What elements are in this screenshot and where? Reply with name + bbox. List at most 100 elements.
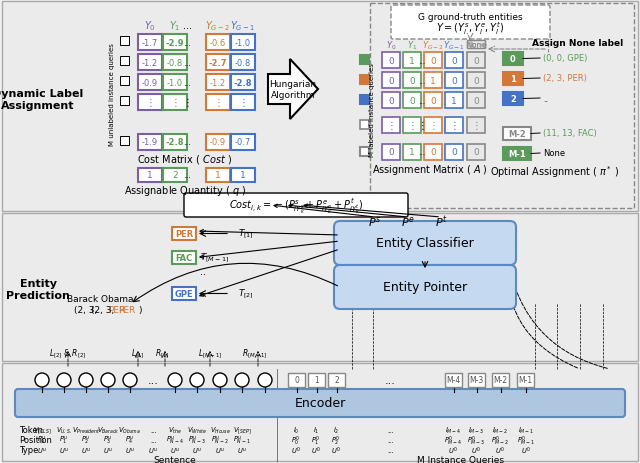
Bar [163,75,187,91]
Text: $L_{[M-1]}$: $L_{[M-1]}$ [198,347,222,360]
Text: $P^u_{N-2}$: $P^u_{N-2}$ [211,434,229,446]
Text: $U^u$: $U^u$ [148,445,158,455]
Text: $U^u$: $U^u$ [170,445,180,455]
Bar [517,373,534,387]
FancyBboxPatch shape [334,265,516,309]
Bar [138,95,162,111]
Bar [403,53,421,69]
Text: Barack Obama: Barack Obama [67,295,133,304]
Text: $V_{the}$: $V_{the}$ [168,425,182,435]
Text: ...: ... [182,21,191,31]
Bar [360,96,369,105]
Bar [120,137,129,146]
Bar [163,135,187,150]
Text: 1: 1 [314,375,319,385]
Text: None: None [543,149,565,158]
Bar [138,135,162,150]
Bar [206,75,230,91]
Text: ⋮: ⋮ [471,121,481,131]
Text: -0.6: -0.6 [210,38,226,47]
Text: 0: 0 [388,76,394,85]
Text: $V_{[CLS]}$: $V_{[CLS]}$ [33,425,51,435]
Text: M-2: M-2 [493,375,508,385]
Text: 2: 2 [334,375,339,385]
Text: $P^u_1$: $P^u_1$ [60,434,68,446]
Text: ⋮: ⋮ [407,121,417,131]
Bar [467,118,485,134]
Text: $P^u_{N-1}$: $P^u_{N-1}$ [233,434,251,446]
Text: Hungarian
Algorithm: Hungarian Algorithm [269,80,317,100]
Text: 0: 0 [430,56,436,65]
Text: 1: 1 [409,56,415,65]
Text: PER: PER [175,230,193,238]
Text: 0: 0 [451,148,457,157]
Text: M unlabeled instance queries: M unlabeled instance queries [109,44,115,146]
FancyBboxPatch shape [184,194,408,218]
Bar [2,363,638,461]
Bar [503,53,523,66]
Text: PER: PER [118,306,136,315]
Bar [382,53,400,69]
Text: $V_{Obama}$: $V_{Obama}$ [118,425,141,435]
Text: ..: .. [200,266,206,276]
Text: ⋮: ⋮ [182,98,192,108]
Bar [138,35,162,51]
Bar [370,4,634,208]
Circle shape [57,373,71,387]
Bar [2,213,638,361]
Bar [445,73,463,89]
Text: PER: PER [108,306,125,315]
Text: 0: 0 [409,96,415,105]
Bar [120,57,129,66]
Text: Cost Matrix ( $\mathit{Cost}$ ): Cost Matrix ( $\mathit{Cost}$ ) [138,153,232,166]
Bar [206,55,230,71]
Bar [206,135,230,150]
Bar [360,76,369,85]
Text: $U^0$: $U^0$ [331,444,341,456]
Bar [467,73,485,89]
Text: $Y_{G-1}$: $Y_{G-1}$ [230,19,255,33]
Circle shape [101,373,115,387]
Bar [445,118,463,134]
Bar [120,37,129,46]
Bar [445,93,463,109]
Bar [403,118,421,134]
Text: $V_{[SEP]}$: $V_{[SEP]}$ [233,425,252,435]
Text: -1.7: -1.7 [142,38,158,47]
Text: ⋮: ⋮ [213,98,223,108]
Bar [163,35,187,51]
Text: 0: 0 [473,76,479,85]
FancyBboxPatch shape [15,389,625,417]
Text: 1: 1 [451,96,457,105]
Text: Encoder: Encoder [294,397,346,410]
Bar [138,75,162,91]
Text: $P^0_0$: $P^0_0$ [291,433,301,447]
Text: (0, 0, GPE): (0, 0, GPE) [543,54,588,63]
Text: $U^u$: $U^u$ [59,445,69,455]
Text: M Instance Queries: M Instance Queries [417,456,504,463]
Text: -2.7: -2.7 [209,58,227,67]
Text: $Y_1$: $Y_1$ [407,40,417,52]
Text: $U^u$: $U^u$ [81,445,91,455]
Bar [424,53,442,69]
Text: -0.8: -0.8 [235,58,251,67]
Text: ...: ... [183,78,191,88]
Text: $U^0$: $U^0$ [471,444,481,456]
Text: $L_{[1]}$: $L_{[1]}$ [131,347,145,360]
Text: Type: Type [19,445,38,455]
Bar [382,118,400,134]
Bar [503,148,531,161]
Text: Assignment Matrix ( $\mathit{A}$ ): Assignment Matrix ( $\mathit{A}$ ) [372,163,488,176]
Bar [503,128,531,141]
Text: Entity Classifier: Entity Classifier [376,237,474,250]
Text: Assign None label: Assign None label [532,39,623,49]
Text: $L_{[2]}$ & $R_{[2]}$: $L_{[2]}$ & $R_{[2]}$ [49,347,86,360]
Bar [231,95,255,111]
Text: $T_{[M-1]}$: $T_{[M-1]}$ [200,251,229,264]
Text: $U^u$: $U^u$ [37,445,47,455]
Text: $Y_0$: $Y_0$ [386,40,396,52]
Circle shape [190,373,204,387]
Text: ⋮: ⋮ [428,121,438,131]
Text: ...: ... [387,437,393,443]
Polygon shape [268,60,318,120]
